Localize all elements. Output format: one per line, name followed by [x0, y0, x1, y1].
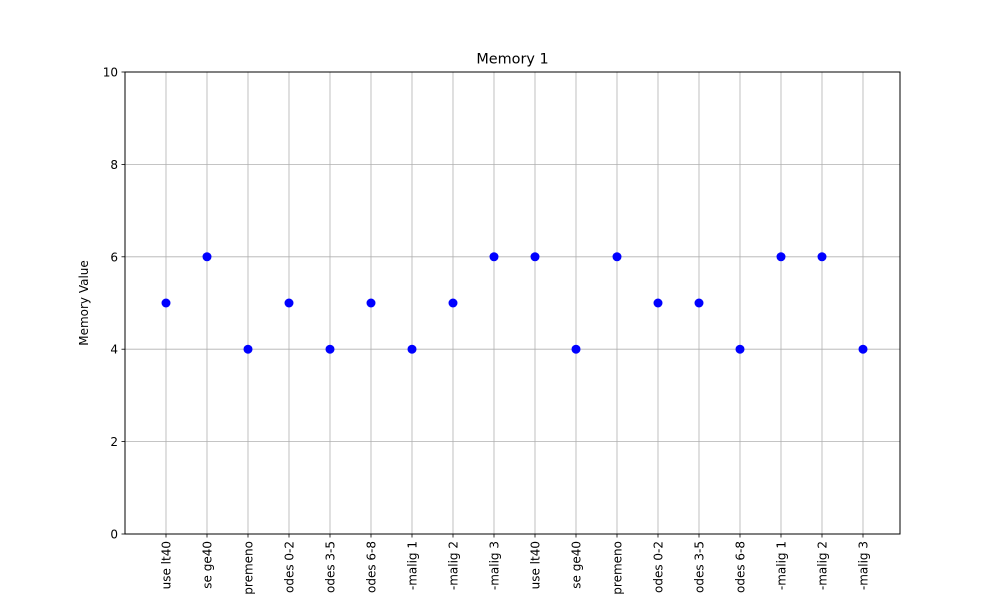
x-tick-label-0: use lt40 — [160, 541, 174, 589]
data-point-5 — [366, 298, 376, 308]
x-axis: use lt40 se ge40 premeno odes 0-2 odes 3-5 od… — [160, 534, 871, 595]
x-tick-label-4: odes 3-5 — [324, 541, 338, 593]
x-tick-label-8: -malig 3 — [488, 541, 502, 590]
x-tick-label-17: -malig 3 — [857, 541, 871, 590]
data-points — [161, 252, 868, 354]
data-point-10 — [571, 344, 581, 354]
x-tick-label-10: se ge40 — [570, 541, 584, 589]
chart-title: Memory 1 — [476, 52, 548, 68]
data-point-14 — [735, 344, 745, 354]
data-point-4 — [325, 344, 335, 354]
data-point-3 — [284, 298, 294, 308]
data-point-12 — [653, 298, 663, 308]
x-tick-label-7: -malig 2 — [447, 541, 461, 590]
x-tick-label-5: odes 6-8 — [365, 541, 379, 593]
y-axis: 0 2 4 6 8 10 — [103, 66, 125, 542]
y-tick-label-5: 10 — [103, 66, 118, 80]
data-point-13 — [694, 298, 704, 308]
x-tick-label-13: odes 3-5 — [693, 541, 707, 593]
x-tick-label-15: -malig 1 — [775, 541, 789, 590]
plot-frame — [124, 71, 901, 535]
data-point-0 — [161, 298, 171, 308]
x-tick-label-9: use lt40 — [529, 541, 543, 589]
y-tick-label-4: 8 — [110, 158, 118, 172]
y-tick-label-3: 6 — [110, 250, 118, 264]
y-axis-label: Memory Value — [77, 260, 91, 346]
x-tick-label-3: odes 0-2 — [283, 541, 297, 593]
x-tick-label-11: premeno — [611, 541, 625, 595]
data-point-9 — [530, 252, 540, 262]
y-tick-label-2: 4 — [110, 343, 118, 357]
x-tick-label-6: -malig 1 — [406, 541, 420, 590]
data-point-17 — [858, 344, 868, 354]
x-tick-label-2: premeno — [242, 541, 256, 595]
data-point-16 — [817, 252, 827, 262]
data-point-8 — [489, 252, 499, 262]
data-point-11 — [612, 252, 622, 262]
data-point-15 — [776, 252, 786, 262]
data-point-1 — [202, 252, 212, 262]
x-tick-label-12: odes 0-2 — [652, 541, 666, 593]
y-tick-label-1: 2 — [110, 435, 118, 449]
x-tick-label-14: odes 6-8 — [734, 541, 748, 593]
x-tick-label-1: se ge40 — [201, 541, 215, 589]
y-tick-label-0: 0 — [110, 528, 118, 542]
data-point-6 — [407, 344, 417, 354]
data-point-2 — [243, 344, 253, 354]
data-point-7 — [448, 298, 458, 308]
x-tick-label-16: -malig 2 — [816, 541, 830, 590]
